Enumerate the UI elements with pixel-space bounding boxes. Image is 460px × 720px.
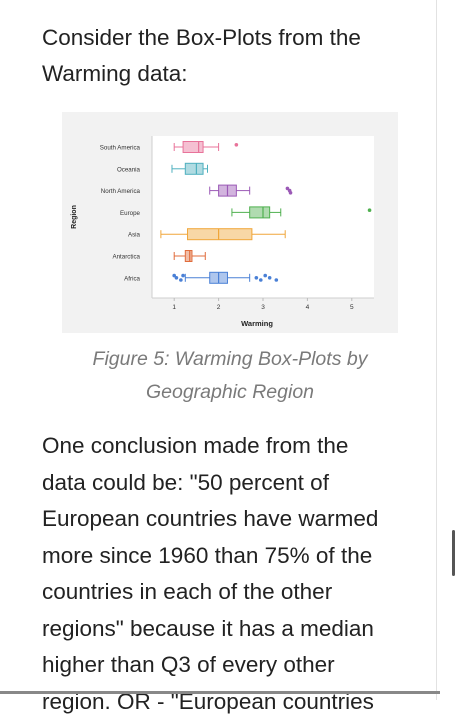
outlier-point: [275, 278, 279, 282]
conclusion-line: more since 1960 than 75% of the: [42, 538, 427, 575]
outlier-point: [175, 276, 179, 280]
figure-caption: Figure 5: Warming Box-Plots by Geographi…: [42, 343, 418, 409]
outlier-point: [179, 278, 183, 282]
intro-text: Consider the Box-Plots from the Warming …: [42, 20, 422, 92]
category-label: North America: [101, 188, 141, 195]
content-card: Consider the Box-Plots from the Warming …: [0, 0, 436, 700]
x-tick-label: 3: [261, 304, 265, 311]
outlier-point: [255, 276, 259, 280]
iqr-box: [188, 229, 252, 240]
category-label: Africa: [124, 275, 140, 282]
intro-line-1: Consider the Box-Plots from the: [42, 25, 361, 50]
conclusion-line: higher than Q3 of every other: [42, 647, 427, 684]
iqr-box: [185, 251, 192, 262]
x-tick-label: 1: [172, 304, 176, 311]
conclusion-line: regions" because it has a median: [42, 611, 427, 648]
category-label: Oceania: [117, 166, 141, 173]
iqr-box: [250, 207, 270, 218]
box-plot-figure: South America Oceania North America Europe A…: [62, 112, 398, 333]
x-tick-label: 5: [350, 304, 354, 311]
category-label: Antarctica: [112, 254, 140, 261]
outlier-point: [368, 208, 372, 212]
conclusion-line: European countries have warmed: [42, 501, 427, 538]
bottom-divider: [0, 691, 440, 694]
outlier-point: [235, 143, 239, 147]
caption-line-1: Figure 5: Warming Box-Plots by: [93, 348, 368, 370]
box-plot-chart: South America Oceania North America Europe A…: [62, 112, 398, 333]
page-border: [436, 0, 437, 700]
outlier-point: [268, 276, 272, 280]
caption-line-2: Geographic Region: [146, 381, 314, 403]
outlier-point: [181, 274, 185, 278]
conclusion-line: countries in each of the other: [42, 574, 427, 611]
x-tick-label: 2: [217, 304, 221, 311]
x-tick-label: 4: [306, 304, 310, 311]
iqr-box: [183, 142, 203, 153]
conclusion-paragraph: One conclusion made from the data could …: [42, 428, 427, 720]
scrollbar-thumb[interactable]: [452, 530, 455, 576]
conclusion-line: data could be: "50 percent of: [42, 465, 427, 502]
outlier-point: [263, 274, 267, 278]
x-axis-label: Warming: [241, 319, 273, 328]
y-axis-label: Region: [71, 205, 78, 229]
conclusion-line: One conclusion made from the: [42, 428, 427, 465]
category-label: South America: [100, 145, 141, 152]
outlier-point: [259, 278, 263, 282]
conclusion-line: region. OR - "European countries: [42, 684, 427, 720]
outlier-point: [289, 191, 293, 195]
iqr-box: [185, 163, 203, 174]
category-label: Asia: [128, 232, 141, 239]
intro-line-2: Warming data:: [42, 61, 187, 86]
category-label: Europe: [120, 210, 141, 217]
